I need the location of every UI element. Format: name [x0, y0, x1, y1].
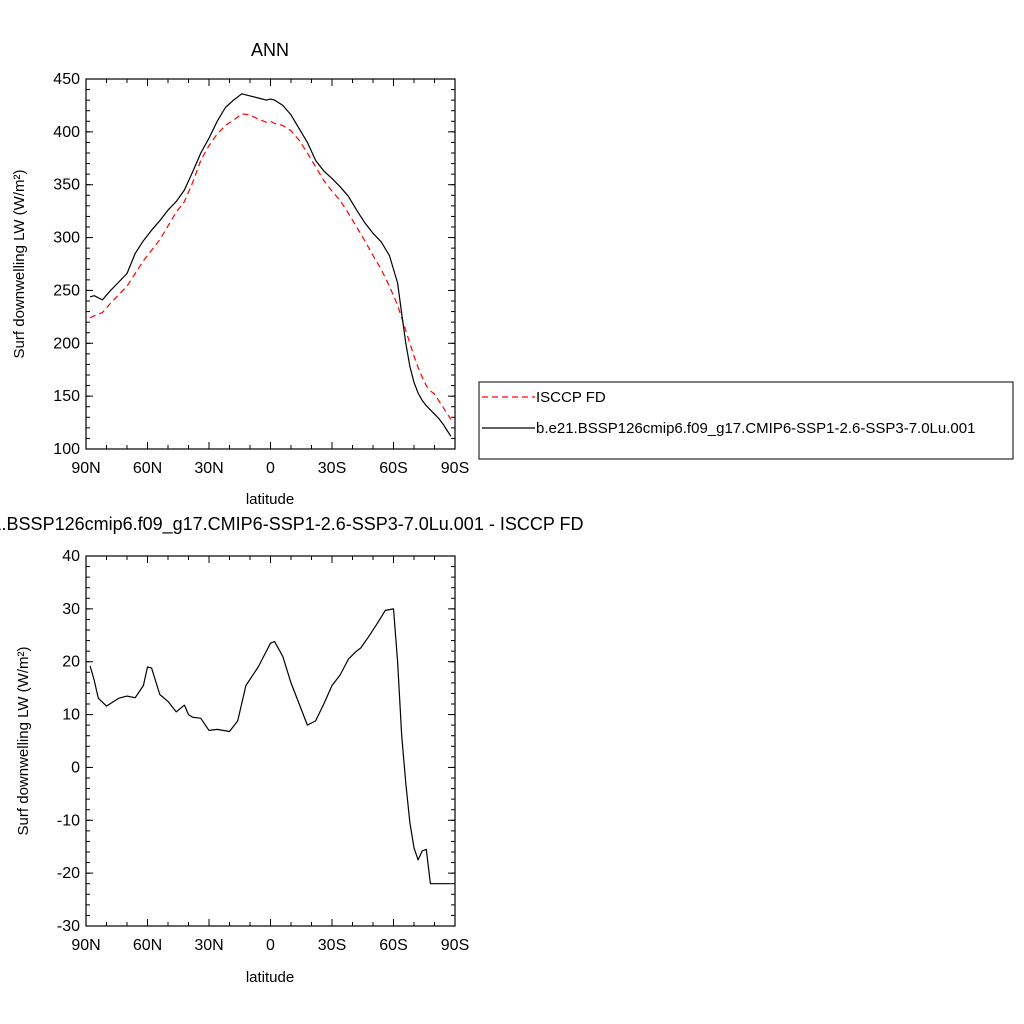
y-tick-label: -10 — [57, 812, 80, 829]
x-tick-label: 30S — [318, 460, 346, 477]
x-tick-label: 30N — [194, 937, 223, 954]
x-tick-label: 30S — [318, 937, 346, 954]
series-line-1 — [89, 93, 452, 437]
y-tick-label: -30 — [57, 918, 80, 935]
y-tick-label: 10 — [62, 707, 80, 724]
x-tick-label: 0 — [266, 937, 275, 954]
x-tick-label: 90N — [71, 937, 100, 954]
x-tick-label: 30N — [194, 460, 223, 477]
y-tick-label: 30 — [62, 601, 80, 618]
y-tick-label: 350 — [53, 177, 80, 194]
panel-difference: b.e21.BSSP126cmip6.f09_g17.CMIP6-SSP1-2.… — [0, 514, 584, 986]
x-tick-label: 60S — [379, 937, 407, 954]
chart-title: ANN — [251, 40, 289, 60]
y-tick-label: 150 — [53, 388, 80, 405]
plot-area: 90N 60N 30N 0 30S 60S 90S 100 150 200 250 300 350 400… — [53, 71, 469, 477]
x-tick-label: 90S — [441, 937, 469, 954]
x-tick-label: 60N — [133, 460, 162, 477]
panel-annual: ANN 90N 60N 30N 0 30S 60S 90S 100 150 200 250 300 35… — [11, 40, 469, 508]
legend-label-obs: ISCCP FD — [536, 389, 606, 406]
y-tick-label: 400 — [53, 124, 80, 141]
y-tick-label: 20 — [62, 654, 80, 671]
y-tick-label: 0 — [71, 759, 80, 776]
y-axis-label: Surf downwelling LW (W/m²) — [11, 170, 28, 359]
legend-box — [478, 381, 1014, 460]
y-tick-label: 100 — [53, 441, 80, 458]
y-axis-label: Surf downwelling LW (W/m²) — [15, 647, 32, 836]
legend-label-model: b.e21.BSSP126cmip6.f09_g17.CMIP6-SSP1-2.… — [536, 420, 975, 437]
x-axis-label: latitude — [246, 491, 294, 508]
chart-title: b.e21.BSSP126cmip6.f09_g17.CMIP6-SSP1-2.… — [0, 514, 584, 535]
x-tick-label: 90S — [441, 460, 469, 477]
y-tick-label: 250 — [53, 282, 80, 299]
x-tick-label: 60S — [379, 460, 407, 477]
y-tick-label: 40 — [62, 548, 80, 565]
x-tick-label: 90N — [71, 460, 100, 477]
x-tick-label: 0 — [266, 460, 275, 477]
plot-frame — [85, 555, 456, 927]
legend: ISCCP FD b.e21.BSSP126cmip6.f09_g17.CMIP… — [478, 381, 1014, 460]
x-tick-label: 60N — [133, 937, 162, 954]
y-tick-label: 300 — [53, 230, 80, 247]
y-tick-label: -20 — [57, 865, 80, 882]
x-axis-label: latitude — [246, 969, 294, 986]
plot-area: 90N 60N 30N 0 30S 60S 90S -30 -20 -10 0 10 20 30 40 — [57, 548, 469, 954]
y-tick-label: 450 — [53, 71, 80, 88]
series-line-0 — [89, 113, 452, 420]
y-tick-label: 200 — [53, 335, 80, 352]
series-line-0 — [89, 608, 451, 885]
